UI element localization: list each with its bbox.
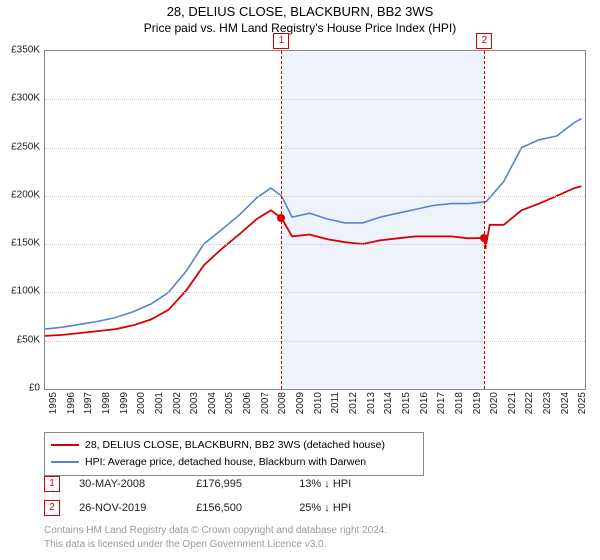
chart-container: { "title": "28, DELIUS CLOSE, BLACKBURN,… <box>0 0 600 560</box>
txn-delta: 13% ↓ HPI <box>299 478 351 490</box>
line-series <box>45 51 585 389</box>
y-axis-label: £250K <box>11 141 40 152</box>
x-axis-label: 2025 <box>577 392 588 414</box>
x-axis-label: 2020 <box>489 392 500 414</box>
txn-price: £176,995 <box>196 478 296 490</box>
x-axis-label: 1995 <box>48 392 59 414</box>
x-axis-label: 1996 <box>66 392 77 414</box>
marker-badge: 1 <box>273 33 289 49</box>
marker-dot <box>277 214 285 222</box>
x-axis-label: 2007 <box>260 392 271 414</box>
x-axis-label: 2017 <box>436 392 447 414</box>
legend-item: HPI: Average price, detached house, Blac… <box>51 454 417 471</box>
legend-item: 28, DELIUS CLOSE, BLACKBURN, BB2 3WS (de… <box>51 437 417 454</box>
x-axis-label: 2004 <box>207 392 218 414</box>
x-axis-label: 2005 <box>224 392 235 414</box>
transaction-row: 2 26-NOV-2019 £156,500 25% ↓ HPI <box>44 500 351 516</box>
y-axis-label: £0 <box>29 383 40 394</box>
x-axis-label: 2011 <box>330 392 341 414</box>
txn-date: 30-MAY-2008 <box>79 478 193 490</box>
y-axis-label: £350K <box>11 45 40 56</box>
legend-label: HPI: Average price, detached house, Blac… <box>85 456 366 468</box>
x-axis-label: 1997 <box>83 392 94 414</box>
y-axis-label: £200K <box>11 189 40 200</box>
x-axis-label: 1998 <box>101 392 112 414</box>
footer-line: This data is licensed under the Open Gov… <box>44 538 387 552</box>
chart-subtitle: Price paid vs. HM Land Registry's House … <box>0 19 600 39</box>
x-axis-label: 2024 <box>560 392 571 414</box>
x-axis-label: 2010 <box>313 392 324 414</box>
y-axis-label: £300K <box>11 93 40 104</box>
x-axis-label: 2006 <box>242 392 253 414</box>
footer-line: Contains HM Land Registry data © Crown c… <box>44 524 387 538</box>
marker-dot <box>480 234 488 242</box>
footer-text: Contains HM Land Registry data © Crown c… <box>44 524 387 551</box>
marker-badge: 1 <box>44 476 60 492</box>
plot-area: 12 <box>44 50 586 390</box>
x-axis-label: 2001 <box>154 392 165 414</box>
x-axis-label: 2008 <box>277 392 288 414</box>
x-axis-label: 2021 <box>507 392 518 414</box>
x-axis-label: 2016 <box>419 392 430 414</box>
x-axis-label: 2013 <box>366 392 377 414</box>
legend-label: 28, DELIUS CLOSE, BLACKBURN, BB2 3WS (de… <box>85 439 385 451</box>
x-axis-label: 2003 <box>189 392 200 414</box>
x-axis-label: 2019 <box>472 392 483 414</box>
x-axis-label: 2009 <box>295 392 306 414</box>
legend-swatch <box>51 461 79 463</box>
transaction-row: 1 30-MAY-2008 £176,995 13% ↓ HPI <box>44 476 351 492</box>
x-axis-label: 2014 <box>383 392 394 414</box>
y-axis-label: £100K <box>11 286 40 297</box>
y-axis-label: £50K <box>17 334 40 345</box>
marker-badge: 2 <box>476 33 492 49</box>
x-axis-label: 2022 <box>524 392 535 414</box>
txn-price: £156,500 <box>196 502 296 514</box>
x-axis-label: 2012 <box>348 392 359 414</box>
x-axis-label: 2023 <box>542 392 553 414</box>
x-axis-label: 2015 <box>401 392 412 414</box>
x-axis-label: 1999 <box>119 392 130 414</box>
x-axis-label: 2000 <box>136 392 147 414</box>
x-axis-label: 2002 <box>172 392 183 414</box>
legend-swatch <box>51 444 79 446</box>
marker-badge: 2 <box>44 500 60 516</box>
chart-title: 28, DELIUS CLOSE, BLACKBURN, BB2 3WS <box>0 0 600 19</box>
y-axis-label: £150K <box>11 238 40 249</box>
txn-delta: 25% ↓ HPI <box>299 502 351 514</box>
txn-date: 26-NOV-2019 <box>79 502 193 514</box>
x-axis-label: 2018 <box>454 392 465 414</box>
legend: 28, DELIUS CLOSE, BLACKBURN, BB2 3WS (de… <box>44 432 424 476</box>
